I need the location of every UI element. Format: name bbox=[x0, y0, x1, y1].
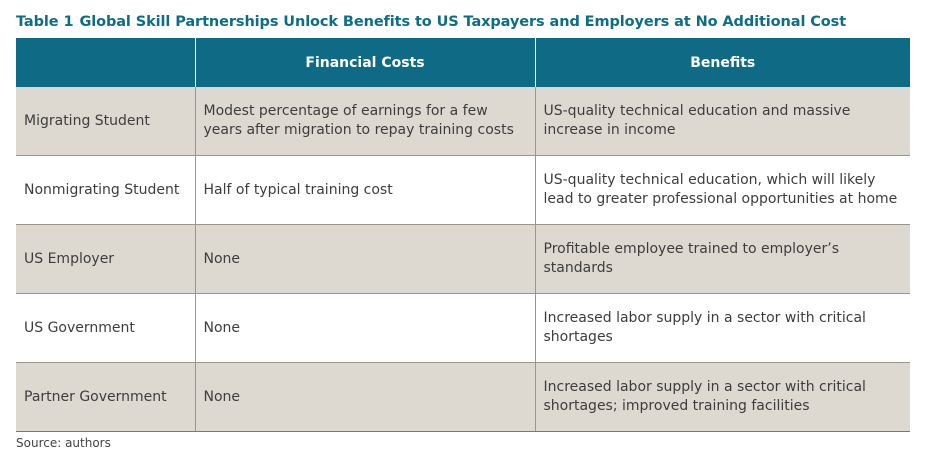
table-row: Partner Government None Increased labor … bbox=[16, 362, 910, 432]
costs-cell: Half of typical training cost bbox=[195, 155, 536, 225]
stakeholder-cell: US Employer bbox=[16, 224, 196, 294]
source-note: Source: authors bbox=[16, 436, 111, 450]
stakeholder-cell: Nonmigrating Student bbox=[16, 155, 196, 225]
benefits-cell: US-quality technical education and massi… bbox=[535, 87, 910, 156]
benefits-cell: Increased labor supply in a sector with … bbox=[535, 362, 910, 432]
table-row: US Employer None Profitable employee tra… bbox=[16, 224, 910, 294]
table-title: Table 1 Global Skill Partnerships Unlock … bbox=[16, 14, 846, 30]
costs-cell: None bbox=[195, 293, 536, 363]
header-stakeholder bbox=[16, 38, 196, 87]
table-row: US Government None Increased labor suppl… bbox=[16, 293, 910, 363]
stakeholder-cell: Partner Government bbox=[16, 362, 196, 432]
comparison-table: Financial Costs Benefits Migrating Stude… bbox=[16, 38, 910, 432]
costs-cell: None bbox=[195, 362, 536, 432]
stakeholder-cell: US Government bbox=[16, 293, 196, 363]
table-row: Nonmigrating Student Half of typical tra… bbox=[16, 155, 910, 225]
benefits-cell: Profitable employee trained to employer’… bbox=[535, 224, 910, 294]
benefits-cell: Increased labor supply in a sector with … bbox=[535, 293, 910, 363]
costs-cell: None bbox=[195, 224, 536, 294]
header-benefits: Benefits bbox=[535, 38, 910, 87]
table-row: Migrating Student Modest percentage of e… bbox=[16, 87, 910, 156]
header-row: Financial Costs Benefits bbox=[16, 38, 910, 87]
table-title-text: Global Skill Partnerships Unlock Benefit… bbox=[79, 14, 847, 30]
header-financial-costs: Financial Costs bbox=[195, 38, 536, 87]
benefits-cell: US-quality technical education, which wi… bbox=[535, 155, 910, 225]
costs-cell: Modest percentage of earnings for a few … bbox=[195, 87, 536, 156]
table-number: Table 1 bbox=[16, 14, 74, 30]
stakeholder-cell: Migrating Student bbox=[16, 87, 196, 156]
